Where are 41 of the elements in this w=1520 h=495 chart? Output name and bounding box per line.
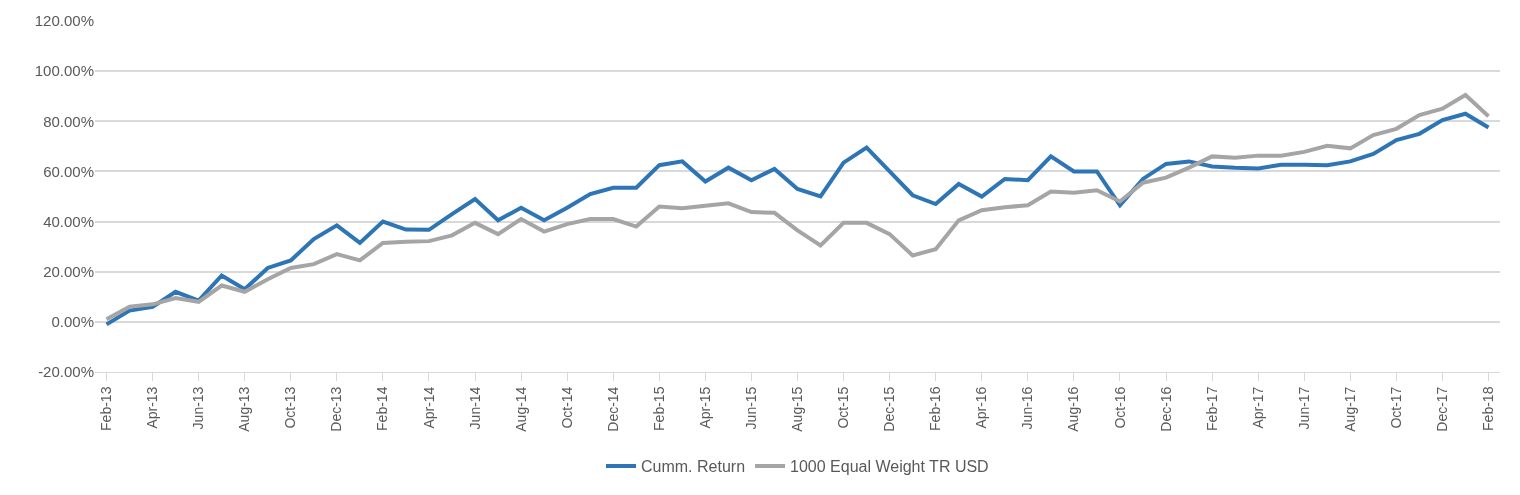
y-tick-label: 80.00% xyxy=(43,112,94,130)
legend-label: 1000 Equal Weight TR USD xyxy=(790,458,989,476)
x-tick-label: Jun-16 xyxy=(1019,386,1036,430)
x-tick-label: Jun-14 xyxy=(466,386,483,430)
x-tick-label: Apr-16 xyxy=(973,386,990,429)
y-tick-label: 40.00% xyxy=(43,212,94,230)
x-tick-label: Dec-13 xyxy=(328,386,345,432)
y-tick-label: -20.00% xyxy=(38,363,94,381)
y-tick-label: 60.00% xyxy=(43,162,94,180)
x-tick-label: Jun-13 xyxy=(190,386,207,430)
x-tick-label: Jun-15 xyxy=(742,386,759,430)
x-tick-label: Dec-17 xyxy=(1433,386,1450,432)
x-tick-label: Apr-17 xyxy=(1249,386,1266,429)
x-tick-label: Dec-16 xyxy=(1157,386,1174,432)
x-tick-label: Feb-17 xyxy=(1203,386,1220,431)
x-tick-label: Oct-17 xyxy=(1387,386,1404,429)
x-tick-label: Jun-17 xyxy=(1295,386,1312,430)
x-tick-label: Feb-18 xyxy=(1480,386,1497,431)
y-tick-label: 20.00% xyxy=(43,262,94,280)
x-tick-label: Aug-13 xyxy=(236,386,253,432)
x-tick-label: Apr-14 xyxy=(420,386,437,429)
x-tick-label: Feb-14 xyxy=(374,386,391,431)
x-tick-label: Aug-17 xyxy=(1341,386,1358,432)
x-tick-label: Dec-15 xyxy=(881,386,898,432)
x-tick-label: Apr-13 xyxy=(144,386,161,429)
x-tick-label: Oct-15 xyxy=(835,386,852,429)
x-tick-label: Dec-14 xyxy=(604,386,621,432)
x-tick-label: Aug-14 xyxy=(512,386,529,432)
x-tick-label: Feb-16 xyxy=(927,386,944,431)
y-tick-label: 100.00% xyxy=(34,62,94,80)
x-tick-label: Feb-13 xyxy=(98,386,115,431)
legend-label: Cumm. Return xyxy=(641,458,746,476)
y-tick-label: 0.00% xyxy=(51,313,94,331)
x-tick-label: Oct-14 xyxy=(558,386,575,429)
x-tick-label: Oct-16 xyxy=(1111,386,1128,429)
x-tick-label: Aug-16 xyxy=(1065,386,1082,432)
x-tick-label: Apr-15 xyxy=(696,386,713,429)
x-tick-label: Aug-15 xyxy=(789,386,806,432)
x-tick-label: Feb-15 xyxy=(650,386,667,431)
y-tick-label: 120.00% xyxy=(34,12,94,30)
x-tick-label: Oct-13 xyxy=(282,386,299,429)
